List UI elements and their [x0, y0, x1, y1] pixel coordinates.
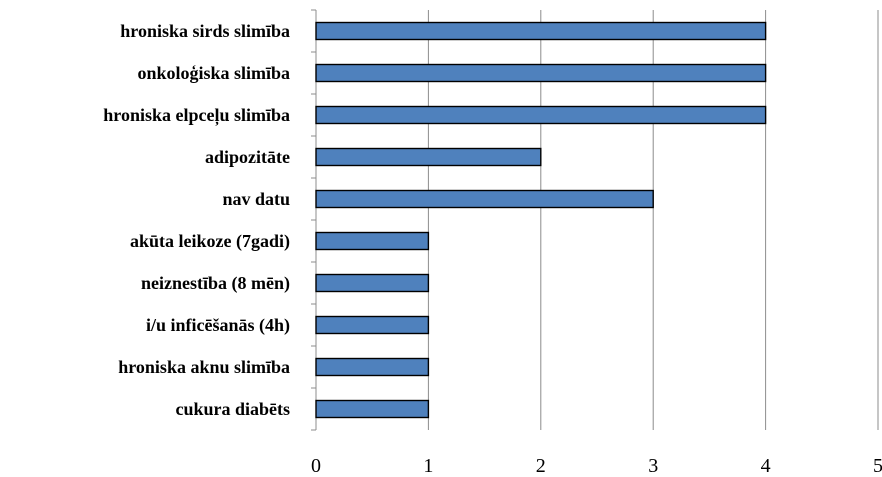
x-tick-label: 0: [311, 455, 321, 477]
category-label: nav datu: [222, 189, 290, 209]
x-tick-label: 5: [873, 455, 882, 477]
bar-9: [315, 357, 430, 377]
category-label: hroniska aknu slimība: [118, 357, 290, 377]
category-label: cukura diabēts: [175, 399, 290, 419]
x-tick-labels: 0 1 2 3 4 5: [311, 455, 882, 477]
bar-8: [315, 315, 430, 335]
x-tick-label: 3: [648, 455, 658, 477]
category-label: i/u inficēšanās (4h): [146, 315, 290, 336]
category-label: onkoloģiska slimība: [137, 63, 290, 83]
x-tick-label: 1: [423, 455, 433, 477]
category-label: akūta leikoze (7gadi): [130, 231, 290, 252]
category-label: neiznestība (8 mēn): [141, 273, 290, 294]
bar-3: [315, 105, 767, 125]
category-label: adipozitāte: [205, 147, 290, 167]
category-labels: hroniska sirds slimība onkoloģiska slimīb…: [103, 21, 290, 419]
x-tick-label: 4: [761, 455, 771, 477]
category-label: hroniska elpceļu slimība: [103, 105, 290, 126]
x-tick-label: 2: [536, 455, 546, 477]
bar-5: [315, 189, 654, 209]
bar-10: [315, 399, 430, 419]
bar-4: [315, 147, 542, 167]
bar-1: [315, 21, 767, 41]
bars: [315, 21, 767, 419]
category-label: hroniska sirds slimība: [120, 21, 290, 41]
bar-6: [315, 231, 430, 251]
bar-7: [315, 273, 430, 293]
bar-2: [315, 63, 767, 83]
